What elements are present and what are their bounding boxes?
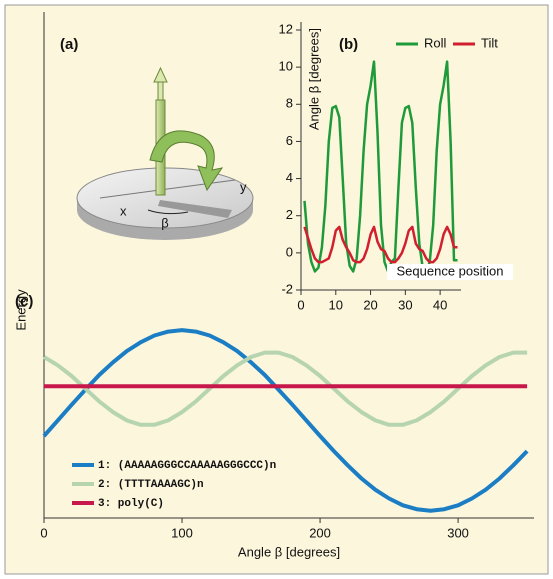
x-tick-label: 300: [447, 525, 469, 540]
y-tick-label: 10: [279, 59, 293, 74]
y-tick-label: 6: [286, 133, 293, 148]
x-tick-label: 40: [433, 297, 447, 312]
x-tick-label: 30: [398, 297, 412, 312]
series-line: [42, 350, 528, 427]
panel-label: (b): [339, 36, 358, 53]
axis-line: [99, 179, 236, 199]
axis-label: x: [120, 203, 127, 218]
rod-tip: [157, 81, 164, 101]
y-axis-label: Energy: [13, 289, 28, 331]
angle-arc: [147, 209, 189, 215]
illustration: (a) x y β: [60, 36, 254, 240]
y-tick-label: 12: [279, 21, 293, 36]
panel-label: (a): [60, 36, 78, 53]
legend-label: 2: (TTTTAAAAGC)n: [98, 479, 204, 491]
background: [4, 4, 549, 575]
x-tick-label: 100: [171, 525, 193, 540]
axis-label: y: [240, 179, 247, 194]
angle-label: β: [161, 215, 168, 230]
x-axis-label: Angle β [degrees]: [238, 544, 340, 559]
plane: [158, 200, 232, 218]
rotation-arrow: [149, 130, 224, 192]
series-line: [303, 225, 458, 264]
x-tick-label: 0: [40, 525, 47, 540]
x-tick-label: 0: [297, 297, 304, 312]
panel-label: (c): [15, 293, 33, 310]
y-axis-label: Angle β [degrees]: [306, 28, 321, 130]
y-tick-label: 0: [286, 244, 293, 259]
x-tick-label: 10: [329, 297, 343, 312]
y-tick-label: -2: [281, 281, 293, 296]
legend-label: Tilt: [481, 35, 498, 50]
legend-label: 3: poly(C): [98, 498, 164, 510]
x-tick-label: 200: [309, 525, 331, 540]
x-label-bg: [387, 264, 513, 280]
y-tick-label: 2: [286, 207, 293, 222]
legend-label: Roll: [424, 35, 447, 50]
series-line: [303, 60, 458, 273]
x-axis-label: Sequence position: [397, 263, 504, 278]
series-line: [42, 328, 529, 513]
y-tick-label: 4: [286, 170, 293, 185]
y-tick-label: 8: [286, 96, 293, 111]
legend-label: 1: (AAAAAGGGCCAAAAAGGGCCC)n: [98, 460, 276, 472]
x-tick-label: 20: [363, 297, 377, 312]
